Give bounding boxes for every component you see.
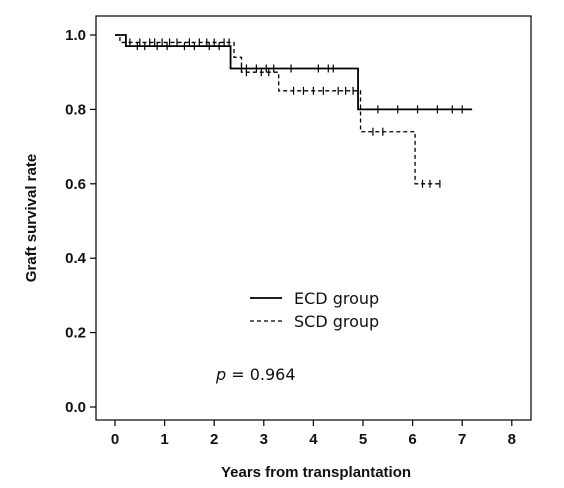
y-tick-label: 0.6 (65, 176, 86, 193)
y-tick-label: 0.8 (65, 101, 86, 118)
y-tick-label: 0.2 (65, 325, 86, 342)
series-line-scd (115, 34, 443, 185)
x-axis-title: Years from transplantation (221, 464, 411, 481)
x-tick-label: 8 (508, 431, 516, 448)
x-tick-label: 0 (111, 431, 119, 448)
legend-label-scd: SCD group (294, 312, 379, 331)
legend: ECD group SCD group (250, 289, 379, 331)
x-tick-label: 3 (260, 431, 268, 448)
series-line-ecd (115, 34, 473, 111)
y-tick-label: 0.4 (65, 250, 87, 267)
axes: 0 1 2 3 4 5 6 7 8 0.0 0.2 0.4 0.6 0.8 1.0 (65, 27, 516, 448)
y-tick-label: 1.0 (65, 27, 86, 44)
plot-frame (95, 15, 532, 421)
x-tick-label: 1 (160, 431, 168, 448)
p-value: = 0.964 (226, 365, 295, 384)
p-value-annotation: p = 0.964 (215, 365, 296, 384)
y-axis-title: Graft survival rate (23, 154, 40, 282)
x-tick-label: 5 (359, 431, 367, 448)
x-tick-label: 6 (408, 431, 416, 448)
x-tick-label: 7 (458, 431, 466, 448)
y-tick-label: 0.0 (65, 399, 86, 416)
p-symbol: p (215, 365, 226, 384)
x-tick-label: 4 (309, 431, 318, 448)
series-layer (115, 34, 473, 188)
x-tick-label: 2 (210, 431, 218, 448)
legend-label-ecd: ECD group (294, 289, 379, 308)
